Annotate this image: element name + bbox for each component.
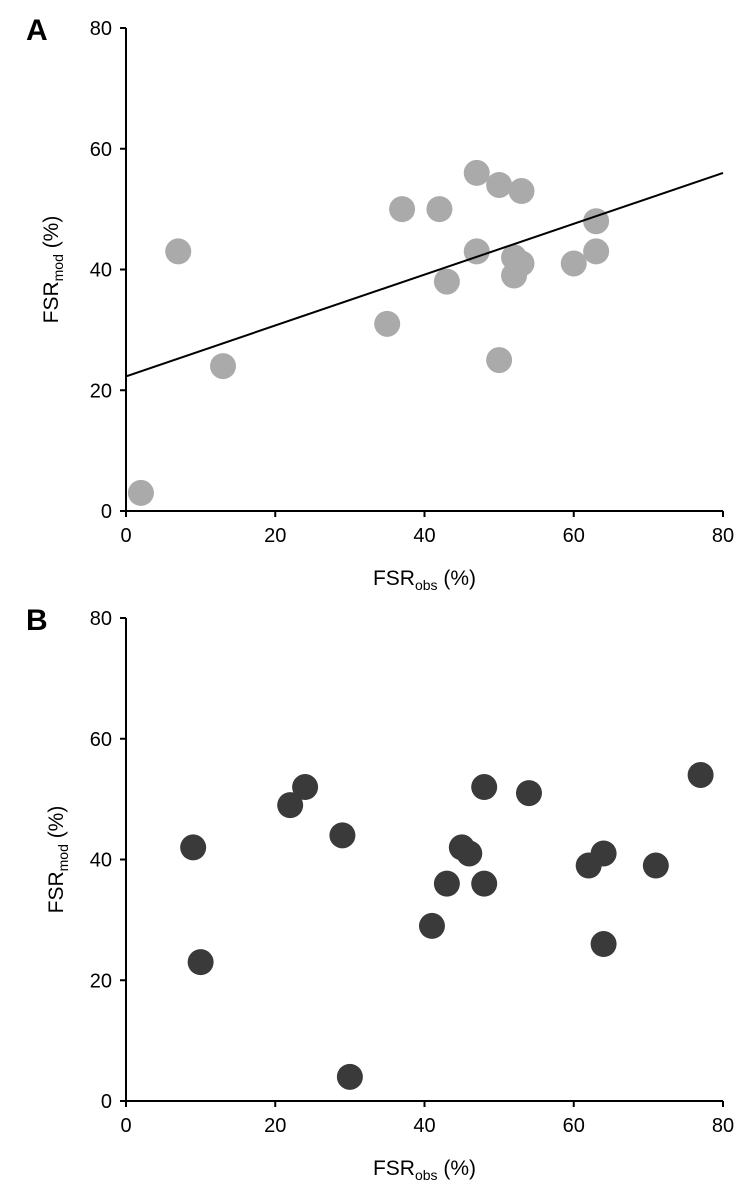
x-tick-label: 80 — [712, 525, 734, 547]
x-axis-title-subscript: obs — [415, 1167, 438, 1183]
x-tick-label: 40 — [413, 525, 435, 547]
data-point — [292, 774, 319, 801]
y-tick-label: 60 — [90, 139, 112, 161]
x-axis-title-main: FSR — [373, 1157, 415, 1180]
data-point — [389, 196, 416, 223]
y-axis-title-subscript: mod — [50, 254, 66, 281]
y-axis-title: FSRmod (%) — [45, 806, 71, 914]
y-axis-title-main: FSR — [45, 871, 68, 913]
y-tick-label: 80 — [90, 18, 112, 40]
x-axis-title-units: (%) — [438, 1157, 477, 1180]
y-axis-title: FSRmod (%) — [40, 216, 66, 324]
data-point — [456, 840, 483, 867]
data-point — [583, 238, 610, 265]
data-point — [187, 949, 214, 976]
y-axis-title-main: FSR — [40, 281, 63, 323]
y-tick-label: 0 — [101, 501, 112, 523]
data-point — [515, 780, 542, 807]
data-point — [508, 250, 535, 277]
panel-label: A — [26, 14, 48, 47]
x-tick-label: 60 — [563, 525, 585, 547]
data-point — [486, 347, 513, 374]
data-point — [508, 178, 535, 205]
data-point — [180, 834, 207, 861]
y-tick-label: 80 — [90, 608, 112, 630]
data-point — [329, 822, 356, 849]
data-point — [127, 479, 154, 506]
y-tick-label: 40 — [90, 850, 112, 872]
x-tick-label: 20 — [264, 1115, 286, 1137]
panel-label: B — [26, 604, 48, 637]
data-point — [433, 870, 460, 897]
y-axis-title-units: (%) — [40, 216, 63, 255]
data-point — [642, 852, 669, 879]
data-point — [336, 1063, 363, 1090]
data-point — [374, 310, 401, 337]
y-tick-label: 20 — [90, 970, 112, 992]
data-point — [210, 353, 237, 380]
data-point — [165, 238, 192, 265]
y-tick-label: 40 — [90, 260, 112, 282]
trend-line — [125, 171, 724, 378]
y-axis-title-units: (%) — [45, 806, 68, 845]
data-point — [433, 268, 460, 295]
x-axis-title-main: FSR — [373, 567, 415, 590]
x-tick-label: 0 — [120, 525, 131, 547]
data-point — [426, 196, 453, 223]
y-tick-label: 60 — [90, 729, 112, 751]
data-point — [560, 250, 587, 277]
x-tick-label: 20 — [264, 525, 286, 547]
data-point — [590, 931, 617, 958]
y-tick-label: 0 — [101, 1091, 112, 1113]
x-axis-title-subscript: obs — [415, 577, 438, 593]
x-tick-label: 0 — [120, 1115, 131, 1137]
data-point — [418, 912, 445, 939]
x-axis-title: FSRobs (%) — [373, 567, 476, 593]
data-point — [277, 792, 304, 819]
x-tick-label: 60 — [563, 1115, 585, 1137]
data-point — [471, 774, 498, 801]
x-tick-label: 80 — [712, 1115, 734, 1137]
y-tick-label: 20 — [90, 380, 112, 402]
data-point — [486, 171, 513, 198]
x-tick-label: 40 — [413, 1115, 435, 1137]
data-point — [590, 840, 617, 867]
data-point — [463, 159, 490, 186]
data-point — [471, 870, 498, 897]
y-axis-title-subscript: mod — [55, 844, 71, 871]
data-point — [687, 761, 714, 788]
data-point — [463, 238, 490, 265]
x-axis-title-units: (%) — [438, 567, 477, 590]
x-axis-title: FSRobs (%) — [373, 1157, 476, 1183]
